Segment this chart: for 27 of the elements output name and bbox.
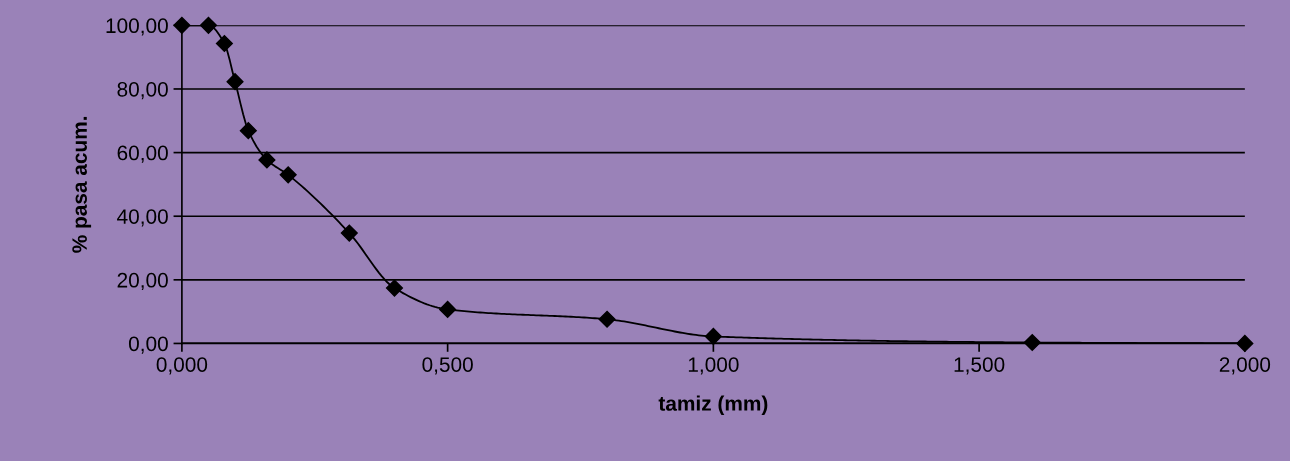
point [340,224,358,242]
point [173,16,191,34]
y-tick-label: 20,00 [117,272,168,291]
x-tick-label: 1,500 [954,357,1005,375]
y-tick-label: 100,00 [106,18,168,36]
point [598,310,616,328]
point [1236,334,1254,352]
x-tick-label: 0,000 [156,357,208,375]
y-tick-label: 0,00 [128,336,168,354]
x-axis-title: tamiz (mm) [658,395,768,415]
x-tick-label: 0,500 [422,357,473,375]
point [258,151,276,169]
y-tick-label: 40,00 [117,209,168,227]
y-tick-label: 60,00 [117,145,168,163]
x-tick-label: 1,000 [688,357,739,375]
point [439,300,457,318]
point [704,327,722,345]
y-axis-title: % pasa acum. [72,116,92,253]
point [1023,333,1041,352]
x-tick-label: 2,000 [1219,357,1271,375]
point [199,16,218,34]
point [279,166,297,184]
y-tick-label: 80,00 [117,81,168,100]
point [226,73,244,91]
point [385,279,404,297]
point [215,34,233,53]
point [239,122,257,140]
